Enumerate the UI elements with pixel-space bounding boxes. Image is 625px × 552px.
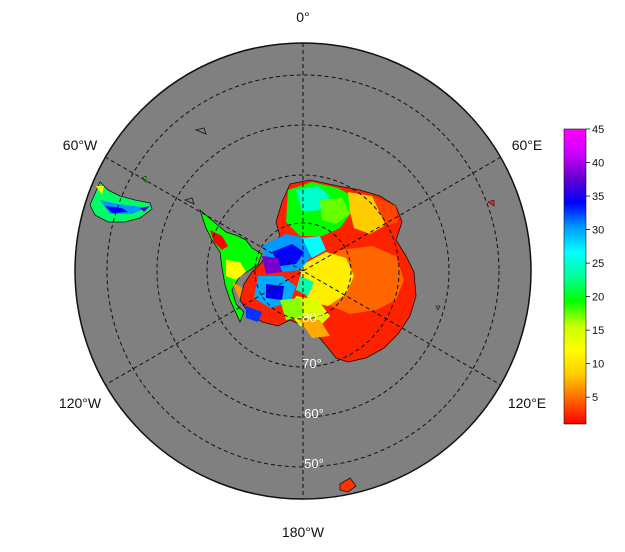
- latitude-circle-80: [254, 222, 352, 320]
- colorbar-ticks: 5 10 15 20 25 30 35 40 45: [586, 124, 604, 404]
- island-outline-3: [435, 305, 441, 311]
- south-america-tip-region: [89, 181, 153, 223]
- colorbar-tick-label-5: 5: [592, 392, 598, 404]
- colorbar-tick-label-45: 45: [592, 124, 604, 136]
- lon-label-180w: 180°W: [282, 524, 325, 540]
- lat-label-60: 60°: [304, 406, 324, 421]
- lat-label-50: 50°: [304, 456, 324, 471]
- antarctica-landmass: [239, 179, 417, 363]
- colorbar-tick-label-15: 15: [592, 325, 604, 337]
- colorbar: 5 10 15 20 25 30 35 40 45: [563, 124, 604, 425]
- graticule: [104, 43, 502, 499]
- island-outline-2: [183, 197, 195, 205]
- lat-label-80: 80°: [302, 310, 322, 325]
- lon-label-60w: 60°W: [63, 137, 98, 153]
- colorbar-tick-label-40: 40: [592, 158, 604, 170]
- small-island-east: [487, 199, 495, 207]
- colorbar-tick-label-25: 25: [592, 258, 604, 270]
- lon-label-0: 0°: [296, 9, 309, 25]
- colorbar-gradient: [563, 128, 587, 425]
- latitude-circle-50: [106, 74, 500, 468]
- colorbar-tick-label-20: 20: [592, 292, 604, 304]
- meridian-60e-120w: [104, 156, 502, 386]
- meridian-60w-120e: [104, 156, 502, 386]
- lon-label-60e: 60°E: [512, 137, 543, 153]
- lat-label-70: 70°: [302, 356, 322, 371]
- kerguelen-island: [339, 477, 357, 493]
- colorbar-tick-label-10: 10: [592, 359, 604, 371]
- lon-label-120e: 120°E: [508, 395, 546, 411]
- lon-label-120w: 120°W: [59, 395, 102, 411]
- latitude-circle-60: [156, 124, 450, 418]
- island-outline-1: [194, 127, 207, 135]
- colorbar-tick-label-35: 35: [592, 191, 604, 203]
- colorbar-tick-label-30: 30: [592, 225, 604, 237]
